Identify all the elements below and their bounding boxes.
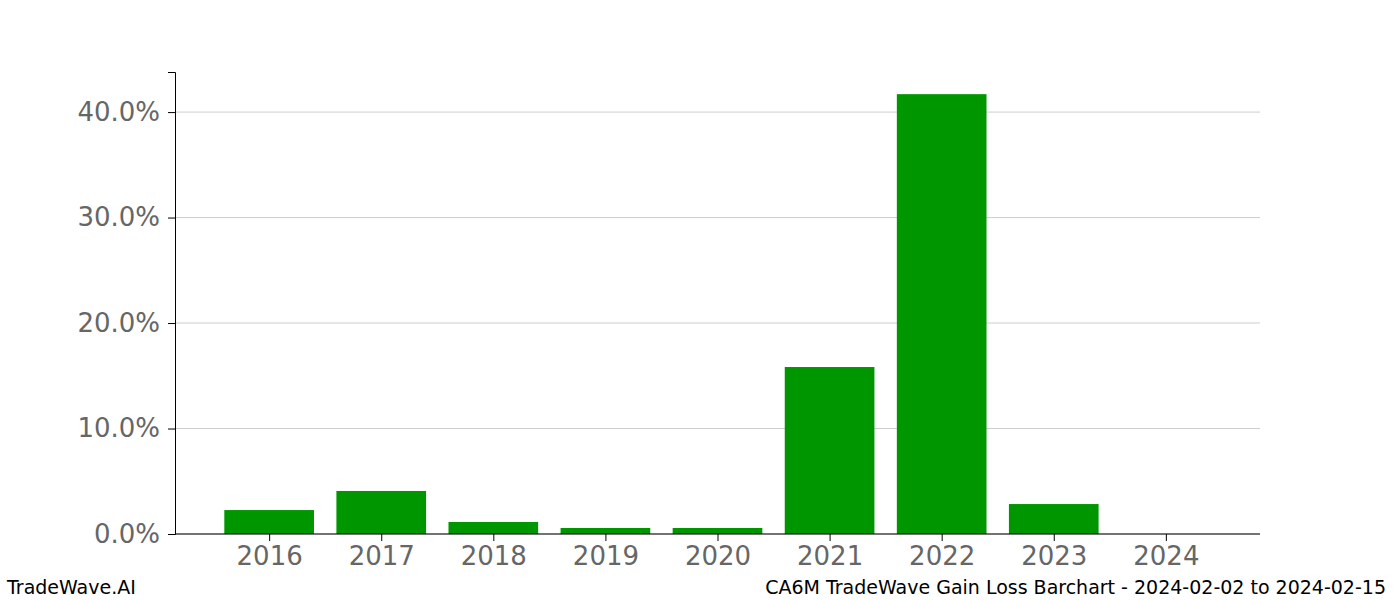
bar xyxy=(336,491,426,534)
x-tick-label: 2020 xyxy=(685,541,751,571)
x-tick: 2024 xyxy=(1133,534,1199,571)
x-tick: 2018 xyxy=(461,534,527,571)
x-tick: 2021 xyxy=(797,534,863,571)
x-tick: 2017 xyxy=(349,534,415,571)
x-tick-mark xyxy=(942,534,943,541)
y-axis: 0.0% 10.0% 20.0% 30.0% 40.0% xyxy=(77,73,175,549)
grid-line xyxy=(175,217,1260,218)
grid xyxy=(175,112,1260,534)
bar xyxy=(561,528,651,534)
bar xyxy=(785,367,875,534)
x-tick: 2019 xyxy=(573,534,639,571)
x-tick-label: 2019 xyxy=(573,541,639,571)
bar xyxy=(448,522,538,534)
x-tick-label: 2021 xyxy=(797,541,863,571)
y-tick-mark xyxy=(168,218,175,219)
x-tick: 2023 xyxy=(1021,534,1087,571)
y-tick-label: 10.0% xyxy=(77,413,160,443)
x-tick-label: 2024 xyxy=(1133,541,1199,571)
y-tick-label: 40.0% xyxy=(77,97,160,127)
x-tick-mark xyxy=(493,534,494,541)
grid-line xyxy=(175,323,1260,324)
y-tick: 30.0% xyxy=(77,202,175,232)
y-tick: 20.0% xyxy=(77,308,175,338)
source: TradeWave.AI xyxy=(6,576,136,598)
x-tick-label: 2023 xyxy=(1021,541,1087,571)
x-tick: 2020 xyxy=(685,534,751,571)
y-tick-mark xyxy=(168,534,175,535)
bars xyxy=(224,94,1098,534)
x-tick-mark xyxy=(269,534,270,541)
x-tick-mark xyxy=(830,534,831,541)
y-tick: 10.0% xyxy=(77,413,175,443)
x-tick: 2022 xyxy=(909,534,975,571)
grid-line xyxy=(175,428,1260,429)
y-tick: 40.0% xyxy=(77,97,175,127)
y-tick: 0.0% xyxy=(94,519,175,549)
chart: 0.0% 10.0% 20.0% 30.0% 40.0% 2016 2017 2018 2019… xyxy=(0,0,1400,600)
y-tick-mark xyxy=(168,112,175,113)
bar xyxy=(1009,504,1099,534)
x-tick-label: 2018 xyxy=(461,541,527,571)
grid-line xyxy=(175,112,1260,113)
bar xyxy=(897,94,987,534)
x-tick-label: 2022 xyxy=(909,541,975,571)
bar xyxy=(224,510,314,534)
x-tick-mark xyxy=(605,534,606,541)
x-tick: 2016 xyxy=(237,534,303,571)
x-axis: 2016 2017 2018 2019 2020 2021 2022 2023 2024 xyxy=(175,534,1260,571)
x-tick-mark xyxy=(381,534,382,541)
y-tick-label: 0.0% xyxy=(94,519,160,549)
x-tick-mark xyxy=(718,534,719,541)
y-tick-mark xyxy=(168,323,175,324)
x-tick-mark xyxy=(1054,534,1055,541)
y-axis-line xyxy=(168,73,176,535)
x-tick-mark xyxy=(1166,534,1167,541)
y-tick-mark xyxy=(168,429,175,430)
y-tick-label: 30.0% xyxy=(77,202,160,232)
x-tick-label: 2017 xyxy=(349,541,415,571)
title: CA6M TradeWave Gain Loss Barchart - 2024… xyxy=(765,576,1386,598)
bar xyxy=(673,528,763,534)
y-tick-label: 20.0% xyxy=(77,308,160,338)
x-tick-label: 2016 xyxy=(237,541,303,571)
